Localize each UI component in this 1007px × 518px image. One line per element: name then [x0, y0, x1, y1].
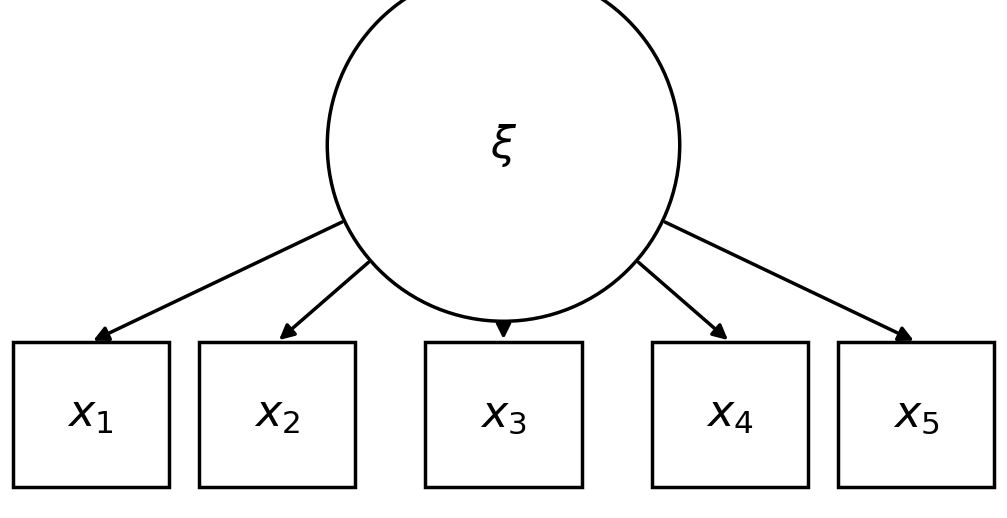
Bar [199, 342, 355, 487]
Bar [12, 342, 168, 487]
Text: $x_1$: $x_1$ [67, 393, 114, 436]
Bar [652, 342, 808, 487]
Bar [838, 342, 995, 487]
Text: $x_3$: $x_3$ [480, 393, 527, 436]
Text: $\xi$: $\xi$ [489, 122, 518, 168]
Text: $x_4$: $x_4$ [706, 393, 754, 436]
Text: $x_2$: $x_2$ [254, 393, 300, 436]
Text: $x_5$: $x_5$ [893, 393, 940, 436]
Bar [425, 342, 582, 487]
